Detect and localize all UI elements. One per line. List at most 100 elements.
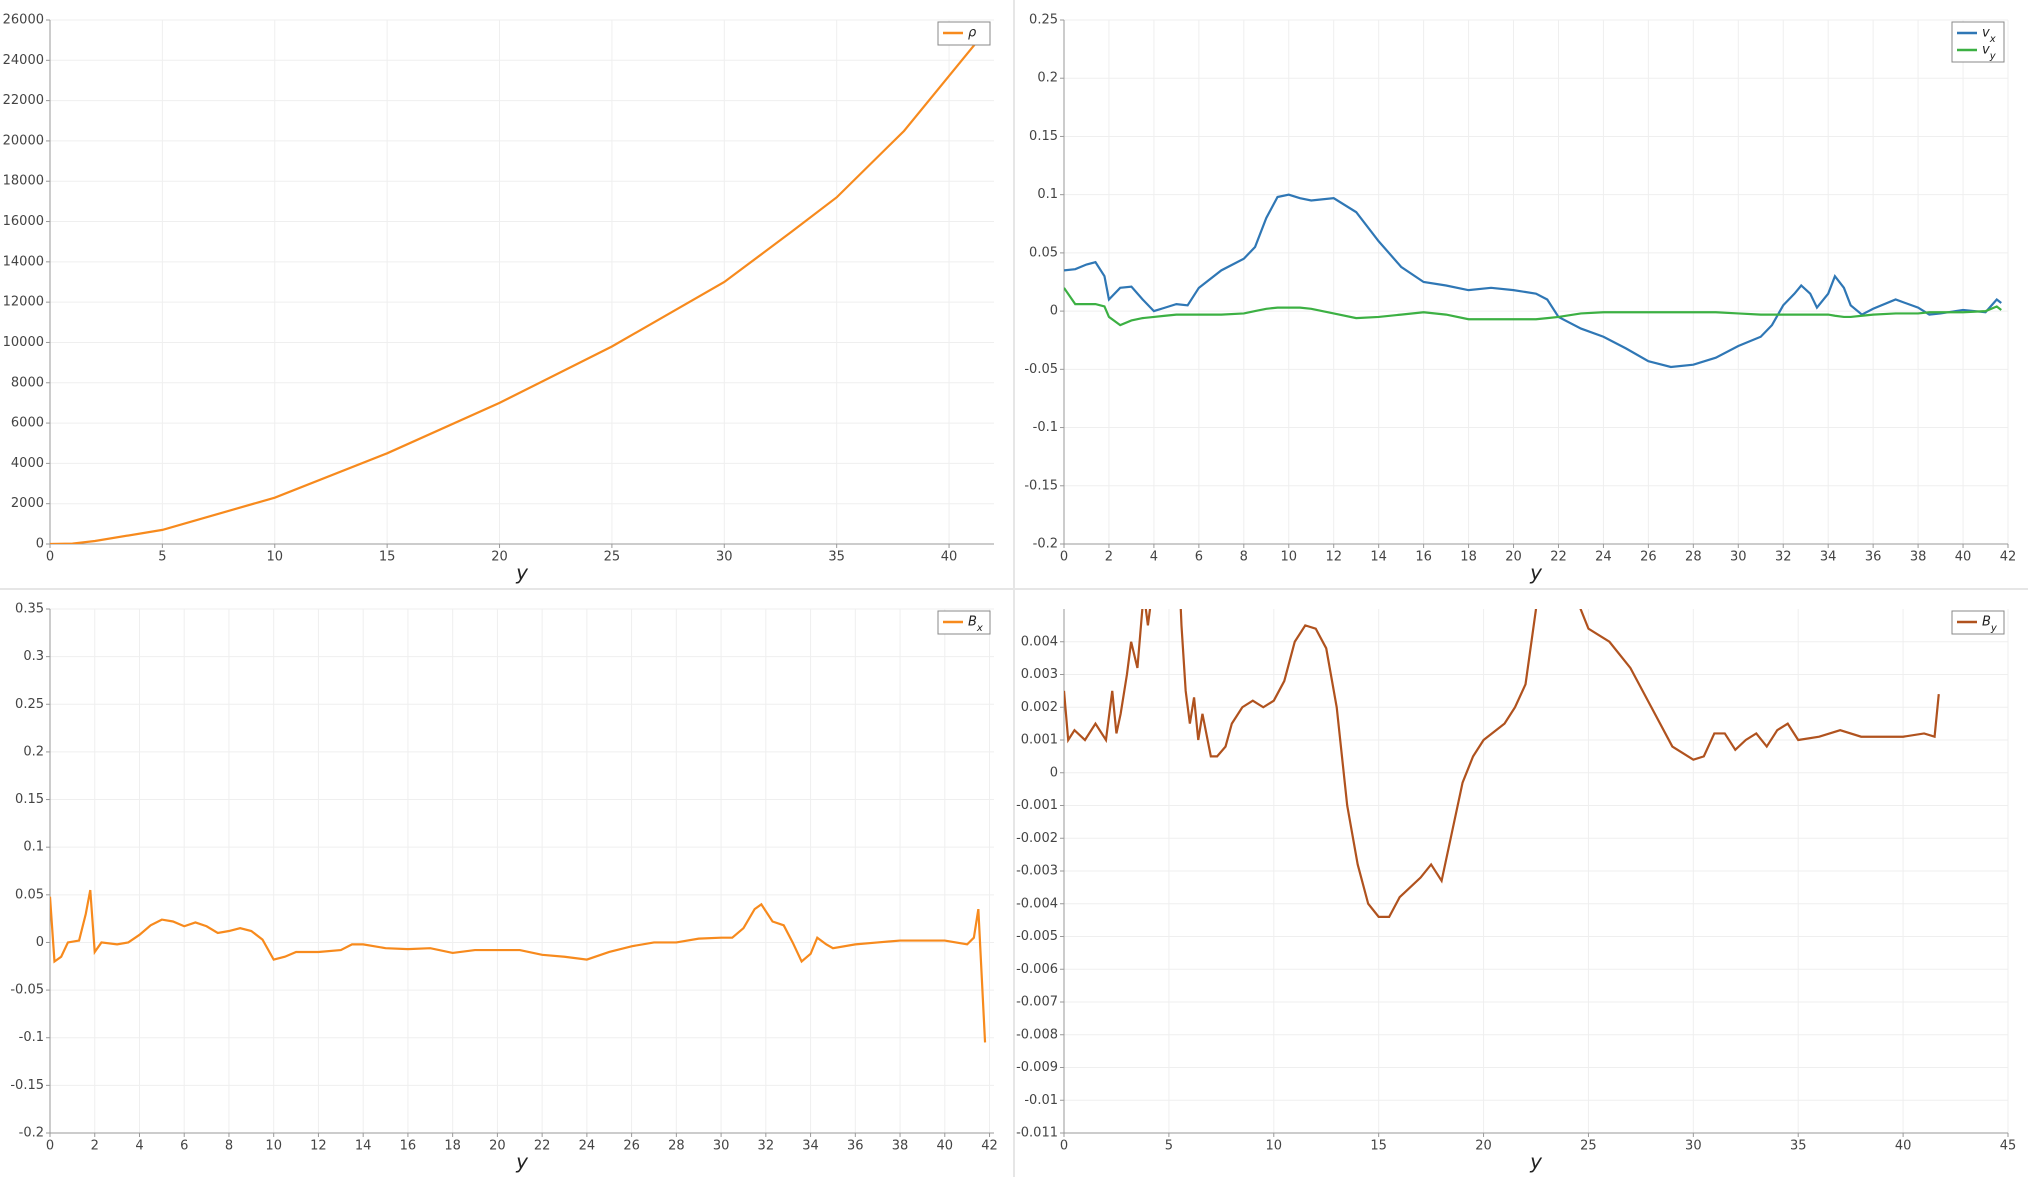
y-tick-label: 6000 xyxy=(11,416,44,431)
x-tick-label: 38 xyxy=(892,1139,909,1154)
y-tick-label: -0.006 xyxy=(1016,962,1058,977)
x-tick-label: 0 xyxy=(46,550,54,565)
y-tick-label: 0.1 xyxy=(1037,187,1058,202)
y-tick-label: 0 xyxy=(36,537,44,552)
y-tick-label: 24000 xyxy=(3,53,44,68)
x-tick-label: 18 xyxy=(1460,550,1477,565)
x-tick-label: 35 xyxy=(828,550,845,565)
y-tick-label: 0.15 xyxy=(1029,129,1058,144)
x-tick-label: 26 xyxy=(623,1139,640,1154)
y-tick-label: -0.15 xyxy=(1024,478,1058,493)
x-tick-label: 26 xyxy=(1640,550,1657,565)
data-line xyxy=(1064,609,1940,918)
y-tick-label: 0 xyxy=(36,935,44,950)
x-tick-label: 12 xyxy=(1325,550,1342,565)
x-tick-label: 16 xyxy=(1415,550,1432,565)
x-tick-label: 30 xyxy=(1685,1139,1702,1154)
y-tick-label: 0.2 xyxy=(23,744,44,759)
legend-box xyxy=(1951,610,2005,635)
x-tick-label: 5 xyxy=(1165,1139,1173,1154)
y-tick-label: 0.003 xyxy=(1021,667,1058,682)
y-tick-label: -0.005 xyxy=(1016,929,1058,944)
x-tick-label: 36 xyxy=(847,1139,864,1154)
y-tick-label: 0 xyxy=(1050,765,1058,780)
x-tick-label: 10 xyxy=(1280,550,1297,565)
plot-area xyxy=(50,39,980,544)
legend-subscript: x xyxy=(1989,34,1996,45)
legend-subscript: y xyxy=(1989,51,1997,62)
x-tick-label: 36 xyxy=(1865,550,1882,565)
x-tick-label: 18 xyxy=(444,1139,461,1154)
x-tick-label: 38 xyxy=(1910,550,1927,565)
legend-subscript: y xyxy=(1990,623,1998,634)
y-tick-label: 26000 xyxy=(3,13,44,28)
x-tick-label: 8 xyxy=(225,1139,233,1154)
x-tick-label: 25 xyxy=(1580,1139,1597,1154)
x-tick-label: 30 xyxy=(1730,550,1747,565)
legend-box xyxy=(1951,21,2005,63)
y-tick-label: -0.011 xyxy=(1016,1126,1058,1141)
x-tick-label: 10 xyxy=(1266,1139,1283,1154)
y-tick-label: 0.2 xyxy=(1037,71,1058,86)
x-axis-label: y xyxy=(515,1150,529,1174)
y-tick-label: 0.25 xyxy=(1029,13,1058,28)
y-tick-label: 0.001 xyxy=(1021,733,1058,748)
x-tick-label: 45 xyxy=(2000,1139,2017,1154)
legend-subscript: x xyxy=(976,623,983,634)
y-tick-label: -0.003 xyxy=(1016,864,1058,879)
x-tick-label: 40 xyxy=(941,550,958,565)
x-tick-label: 10 xyxy=(265,1139,282,1154)
x-tick-label: 15 xyxy=(1370,1139,1387,1154)
x-axis-label: y xyxy=(515,561,529,585)
plot-area xyxy=(50,889,987,1043)
y-tick-label: 0.004 xyxy=(1021,634,1058,649)
x-tick-label: 6 xyxy=(180,1139,188,1154)
x-tick-label: 34 xyxy=(802,1139,819,1154)
plot-area xyxy=(1064,609,1940,918)
y-tick-label: 18000 xyxy=(3,174,44,189)
y-tick-label: 0.002 xyxy=(1021,700,1058,715)
x-tick-label: 22 xyxy=(534,1139,551,1154)
x-axis-label: y xyxy=(1529,561,1543,585)
x-tick-label: 0 xyxy=(1060,1139,1068,1154)
y-tick-label: -0.004 xyxy=(1016,896,1058,911)
x-tick-label: 20 xyxy=(1505,550,1522,565)
y-tick-label: 0.05 xyxy=(15,887,44,902)
x-tick-label: 12 xyxy=(310,1139,327,1154)
x-tick-label: 34 xyxy=(1820,550,1837,565)
x-tick-label: 15 xyxy=(379,550,396,565)
x-tick-label: 24 xyxy=(1595,550,1612,565)
x-tick-label: 2 xyxy=(91,1139,99,1154)
data-line xyxy=(1064,287,2002,327)
y-tick-label: -0.1 xyxy=(19,1030,44,1045)
y-tick-label: -0.002 xyxy=(1016,831,1058,846)
y-tick-label: 0 xyxy=(1050,304,1058,319)
y-tick-label: -0.009 xyxy=(1016,1060,1058,1075)
data-line xyxy=(1064,193,2002,369)
x-tick-label: 14 xyxy=(355,1139,372,1154)
x-tick-label: 32 xyxy=(1775,550,1792,565)
y-tick-label: 22000 xyxy=(3,93,44,108)
x-tick-label: 6 xyxy=(1195,550,1203,565)
x-tick-label: 20 xyxy=(491,550,508,565)
y-tick-label: -0.05 xyxy=(10,983,44,998)
y-tick-label: 0.1 xyxy=(23,840,44,855)
legend-label: ρ xyxy=(968,26,977,41)
y-tick-label: 0.3 xyxy=(23,649,44,664)
x-tick-label: 5 xyxy=(158,550,166,565)
x-tick-label: 30 xyxy=(716,550,733,565)
x-tick-label: 20 xyxy=(1475,1139,1492,1154)
y-tick-label: 10000 xyxy=(3,335,44,350)
x-tick-label: 40 xyxy=(1895,1139,1912,1154)
x-tick-label: 4 xyxy=(1150,550,1158,565)
x-tick-label: 30 xyxy=(713,1139,730,1154)
x-axis-label: y xyxy=(1529,1150,1543,1174)
x-tick-label: 16 xyxy=(400,1139,417,1154)
x-tick-label: 42 xyxy=(981,1139,998,1154)
x-tick-label: 40 xyxy=(1955,550,1972,565)
y-tick-label: 4000 xyxy=(11,456,44,471)
x-tick-label: 0 xyxy=(46,1139,54,1154)
y-tick-label: 0.15 xyxy=(15,792,44,807)
x-tick-label: 0 xyxy=(1060,550,1068,565)
